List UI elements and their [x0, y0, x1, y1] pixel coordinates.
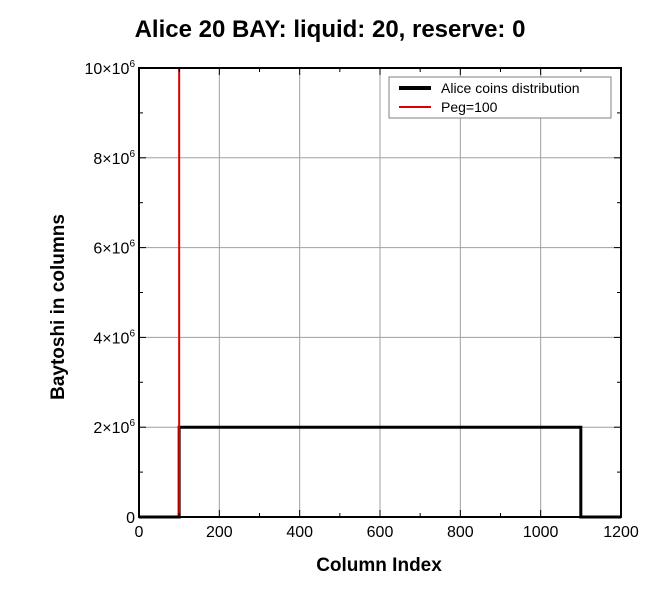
x-tick-label: 600 [367, 524, 394, 541]
y-tick-base: 10 [112, 330, 130, 347]
y-axis-label: Baytoshi in columns [48, 214, 69, 400]
y-tick-base: 10 [112, 151, 130, 168]
y-tick-base: 10 [112, 420, 130, 437]
x-tick-labels: 0 200 400 600 800 1000 1200 [135, 524, 639, 541]
legend-entry-label: Alice coins distribution [441, 80, 580, 96]
y-tick-label: 6×106 [93, 239, 135, 258]
x-tick-label: 0 [135, 524, 144, 541]
y-tick-exponent: 6 [129, 239, 135, 250]
y-tick-exponent: 6 [129, 418, 135, 429]
y-tick-base: 10 [112, 241, 130, 258]
y-tick-label: 4×106 [93, 328, 135, 347]
x-axis-label: Column Index [316, 555, 442, 576]
legend-box [388, 76, 612, 119]
y-tick-times: × [102, 151, 111, 168]
y-tick-label: 10×106 [85, 59, 136, 78]
tick-marks [138, 67, 622, 518]
x-tick-label: 800 [447, 524, 474, 541]
y-tick-mantissa: 6 [93, 241, 102, 258]
y-tick-label: 8×106 [93, 149, 135, 168]
y-tick-times: × [102, 420, 111, 437]
y-tick-mantissa: 8 [93, 151, 102, 168]
x-tick-label: 200 [206, 524, 233, 541]
y-tick-times: × [102, 330, 111, 347]
legend: Alice coins distribution Peg=100 [388, 76, 612, 119]
y-tick-exponent: 6 [129, 59, 135, 70]
y-tick-label: 0 [126, 510, 135, 527]
y-tick-times: × [102, 61, 111, 78]
y-tick-times: × [102, 241, 111, 258]
y-tick-exponent: 6 [129, 149, 135, 160]
x-tick-label: 400 [286, 524, 313, 541]
x-tick-label: 1000 [523, 524, 559, 541]
x-tick-label: 1200 [603, 524, 639, 541]
y-tick-mantissa: 4 [93, 330, 102, 347]
chart-title: Alice 20 BAY: liquid: 20, reserve: 0 [135, 16, 526, 43]
legend-entry-label: Peg=100 [441, 99, 498, 115]
y-tick-mantissa: 10 [85, 61, 103, 78]
y-tick-mantissa: 0 [126, 510, 135, 527]
y-tick-mantissa: 2 [93, 420, 102, 437]
y-tick-base: 10 [112, 61, 130, 78]
y-tick-exponent: 6 [129, 328, 135, 339]
y-tick-label: 2×106 [93, 418, 135, 437]
grid [139, 68, 621, 517]
